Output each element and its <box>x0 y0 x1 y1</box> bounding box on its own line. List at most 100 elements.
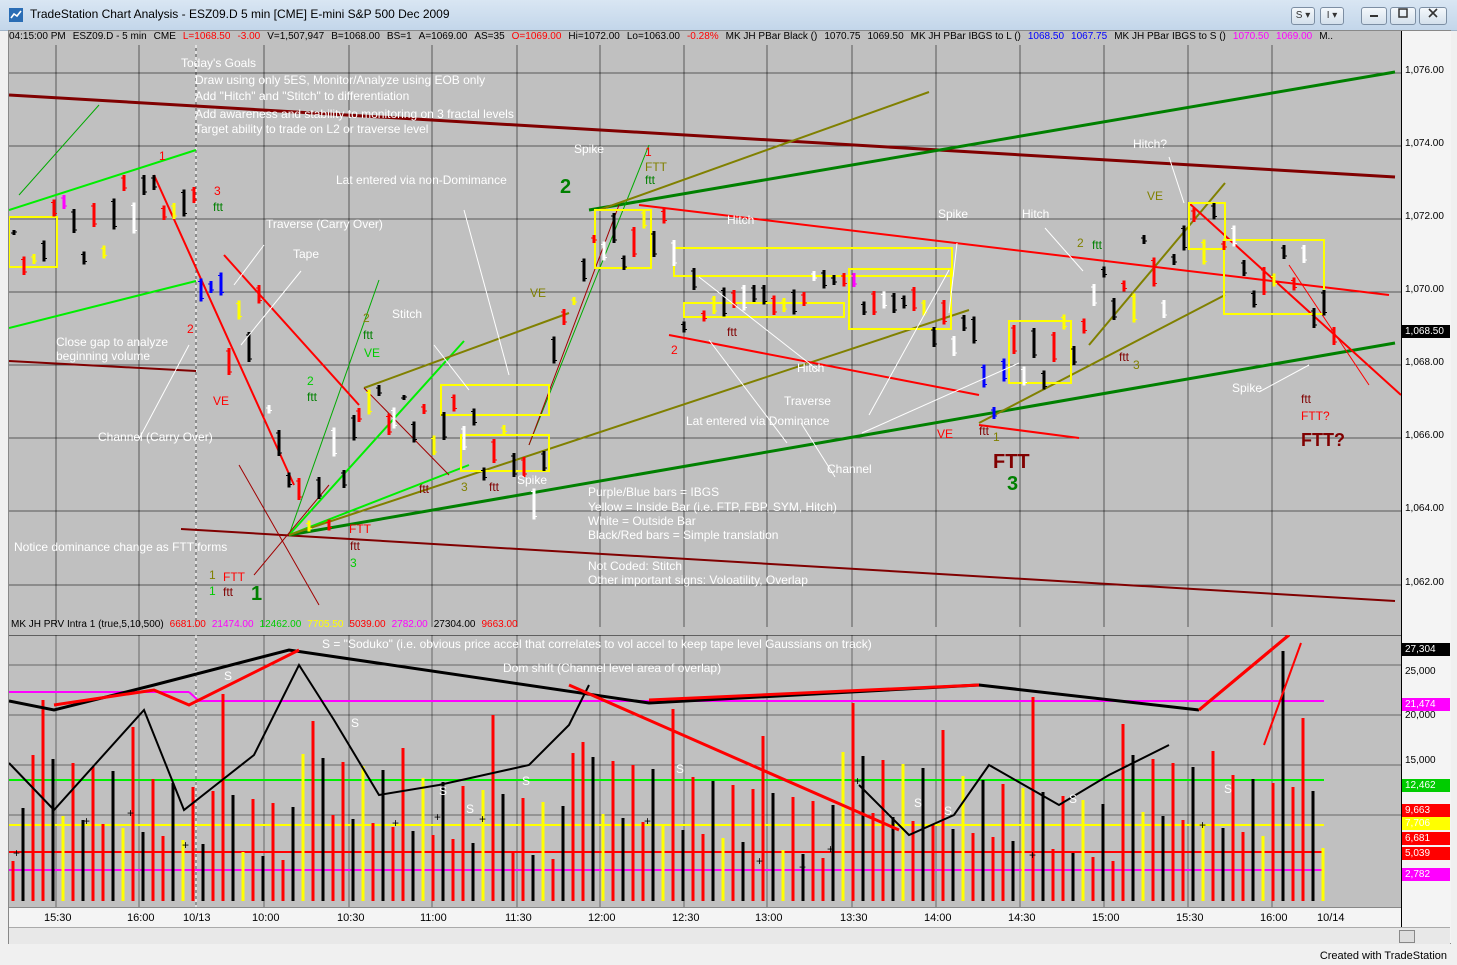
marker-label: ftt <box>489 480 500 494</box>
volume-plus-marker: + <box>127 806 134 820</box>
time-axis[interactable]: 15:30 16:00 10/13 10:00 10:30 11:00 11:30 12:00… <box>9 907 1401 928</box>
indicator-value: 12462.00 <box>259 619 302 630</box>
price-tick-label: 1,070.00 <box>1405 284 1444 295</box>
annotation-text: Channel <box>827 462 872 476</box>
status-item: L=1068.50 <box>182 31 231 42</box>
marker-label: ftt <box>979 424 990 438</box>
time-tick-label: 12:00 <box>588 912 616 924</box>
marker-label: ftt <box>645 173 656 187</box>
annotation-text: beginning volume <box>56 349 151 363</box>
marker-label: ftt <box>213 200 224 214</box>
annotation-pointers <box>138 156 1310 478</box>
soduko-markers: S S S S S S S S S S + + + + + + + + + + + + + + <box>13 669 1232 874</box>
status-item: AS=35 <box>474 31 505 42</box>
volume-plus-marker: + <box>182 838 189 852</box>
price-tick-label: 1,076.00 <box>1405 65 1444 76</box>
annotation-text: Spike <box>938 207 969 221</box>
marker-label: ftt <box>223 585 234 599</box>
time-tick-label: 10/13 <box>183 912 211 924</box>
volume-plus-marker: + <box>392 816 399 830</box>
volume-tick-label: 9,663 <box>1402 804 1450 817</box>
marker-label: FTT <box>993 451 1030 473</box>
marker-label: 3 <box>1133 358 1140 372</box>
marker-label: 3 <box>1007 473 1018 495</box>
scroll-thumb[interactable] <box>1399 930 1415 943</box>
marker-label: 1 <box>993 430 1000 444</box>
close-icon <box>1428 8 1438 18</box>
annotation-text: Channel (Carry Over) <box>98 430 213 444</box>
volume-tick-label: 2,782 <box>1402 868 1450 881</box>
marker-label: ftt <box>727 325 738 339</box>
time-tick-label: 15:00 <box>1092 912 1120 924</box>
volume-plus-marker: + <box>756 854 763 868</box>
marker-label: 1 <box>209 568 216 582</box>
window-title: TradeStation Chart Analysis - ESZ09.D 5 … <box>30 7 450 21</box>
marker-label: VE <box>937 427 953 441</box>
indicator-link-label: I <box>1326 10 1330 21</box>
status-item: 04:15:00 PM <box>9 31 66 42</box>
soduko-s-marker: S <box>351 716 359 730</box>
soduko-s-marker: S <box>466 802 474 816</box>
minimize-button[interactable] <box>1361 7 1387 25</box>
marker-label: ftt <box>363 328 374 342</box>
annotation-text: Traverse <box>784 394 831 408</box>
time-tick-label: 16:00 <box>127 912 155 924</box>
maximize-button[interactable] <box>1390 7 1416 25</box>
annotation-text: Hitch? <box>1133 137 1168 151</box>
marker-label: ftt <box>419 482 430 496</box>
status-item: Lo=1063.00 <box>626 31 680 42</box>
last-price-badge: 1,068.50 <box>1402 325 1450 338</box>
status-item: 1069.00 <box>1276 31 1313 42</box>
time-tick-label: 13:30 <box>840 912 868 924</box>
marker-label: 1 <box>645 145 652 159</box>
chart-scrollbar[interactable] <box>9 927 1450 944</box>
marker-label: 1 <box>159 149 166 163</box>
price-gridlines <box>9 45 1401 627</box>
price-tick-label: 1,064.00 <box>1405 503 1444 514</box>
time-tick-label: 10/14 <box>1317 912 1345 924</box>
volume-plus-marker: + <box>1199 818 1206 832</box>
time-tick-label: 11:00 <box>420 912 447 924</box>
indicator-value: MK JH PRV Intra 1 (true,5,10,500) <box>11 619 164 630</box>
close-button[interactable] <box>1419 7 1447 25</box>
volume-plus-marker: + <box>83 814 90 828</box>
price-axis[interactable]: 1,076.00 1,074.00 1,072.00 1,070.00 1,068.00… <box>1401 31 1451 943</box>
marker-label: FTT <box>223 570 246 584</box>
legend-line: Purple/Blue bars = IBGS <box>588 485 720 499</box>
window-titlebar: TradeStation Chart Analysis - ESZ09.D 5 … <box>0 0 1457 31</box>
red-line-1 <box>153 174 295 486</box>
volume-plus-marker: + <box>827 842 834 856</box>
marker-label: 3 <box>461 480 468 494</box>
volume-plus-marker: + <box>799 860 806 874</box>
volume-tick-label: 21,474 <box>1402 698 1450 711</box>
status-item: M.. <box>1319 31 1334 42</box>
legend-line: Yellow = Inside Bar (i.e. FTP, FBP, SYM,… <box>588 500 837 514</box>
resistance-line <box>9 93 1396 179</box>
price-tick-label: 1,074.00 <box>1405 138 1444 149</box>
price-chart[interactable]: 1 3 ftt 2 VE 2 ftt 2 ftt VE FTT ftt 3 1 … <box>9 45 1401 627</box>
goal-item: Add awareness and stability to monitorin… <box>195 107 514 121</box>
symbol-link-button[interactable]: S ▾ <box>1291 7 1315 25</box>
status-item: MK JH PBar IBGS to L () <box>910 31 1021 42</box>
price-tick-label: 1,066.00 <box>1405 430 1444 441</box>
volume-indicator-panel[interactable]: S S S S S S S S S S + + + + + + + + + + + + + + <box>9 635 1401 907</box>
indicator-value: 21474.00 <box>211 619 254 630</box>
marker-label: FTT? <box>1301 409 1330 423</box>
green-thin-line <box>288 279 380 536</box>
annotation-text: Spike <box>517 473 548 487</box>
time-tick-label: 14:30 <box>1008 912 1036 924</box>
annotation-text: Notice dominance change as FTT forms <box>14 540 228 554</box>
chart-markers: 1 3 ftt 2 VE 2 ftt 2 ftt VE FTT ftt 3 1 … <box>159 145 1345 605</box>
green-upper-line <box>588 70 1396 212</box>
lime-line-4 <box>288 464 470 536</box>
status-item: B=1068.00 <box>331 31 380 42</box>
indicator-link-button[interactable]: I ▾ <box>1320 7 1344 25</box>
marker-label: VE <box>530 286 546 300</box>
olive-line-5 <box>1088 182 1226 346</box>
olive-line-4 <box>978 294 1226 424</box>
indicator-header: MK JH PRV Intra 1 (true,5,10,500) 6681.00… <box>11 619 524 630</box>
indicator-value: 6681.00 <box>169 619 206 630</box>
indicator-value: 27304.00 <box>433 619 476 630</box>
annotation-text: Close gap to analyze <box>56 335 169 349</box>
marker-label: ftt <box>307 390 318 404</box>
